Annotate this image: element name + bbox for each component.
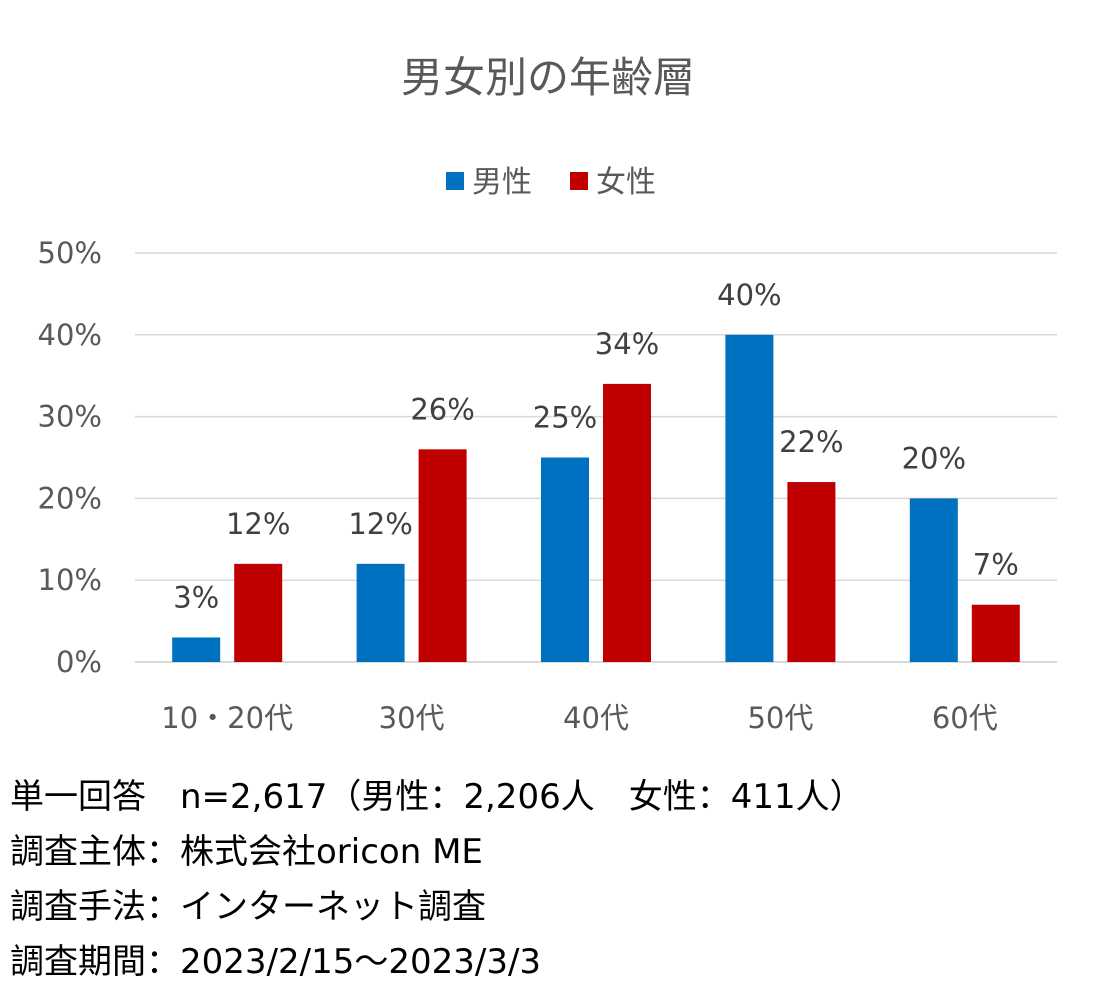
note-response-type: 単一回答 n=2,617（男性：2,206人 女性：411人） (10, 777, 864, 817)
data-label: 12% (348, 507, 412, 541)
data-label: 7% (973, 548, 1019, 582)
bar (603, 383, 651, 662)
data-label: 22% (779, 425, 843, 459)
y-tick-label: 40% (38, 318, 102, 352)
y-tick-label: 0% (56, 645, 102, 679)
bar (418, 449, 467, 662)
legend: 男性 女性 (446, 165, 656, 200)
note-organizer: 調査主体：株式会社oricon ME (10, 832, 483, 872)
x-category-label: 50代 (747, 701, 813, 735)
data-label: 3% (173, 580, 219, 614)
legend-swatch (446, 172, 464, 190)
legend-label: 男性 (472, 165, 532, 200)
bars (172, 334, 1020, 662)
gridlines (135, 252, 1057, 663)
x-category-label: 10・20代 (161, 701, 293, 735)
y-tick-label: 50% (38, 236, 102, 270)
y-tick-label: 30% (38, 400, 102, 434)
survey-notes: 単一回答 n=2,617（男性：2,206人 女性：411人） 調査主体：株式会… (10, 770, 864, 990)
y-tick-label: 20% (38, 481, 102, 515)
data-label: 34% (595, 327, 659, 361)
legend-label: 女性 (596, 165, 656, 200)
y-tick-label: 10% (38, 563, 102, 597)
x-category-label: 40代 (563, 701, 629, 735)
data-label: 40% (717, 278, 781, 312)
note-method: 調査手法：インターネット調査 (10, 887, 486, 927)
bar (356, 563, 405, 662)
data-label: 26% (410, 392, 474, 426)
legend-swatch (570, 172, 588, 190)
bar (541, 457, 589, 662)
bar (971, 604, 1020, 662)
bar (909, 498, 958, 662)
bar (172, 637, 221, 662)
chart-title: 男女別の年齢層 (401, 53, 695, 102)
bar (725, 334, 774, 662)
data-label: 25% (533, 401, 597, 435)
data-labels: 3% 12% 12% 26% 25% 34% 40% 22% 20% 7% (173, 278, 1019, 615)
data-label: 20% (902, 441, 966, 475)
note-period: 調査期間：2023/2/15〜2023/3/3 (10, 942, 542, 982)
bar (787, 482, 836, 662)
bar-chart: 男女別の年齢層 男性 女性 0% 10% 20% 30% 40% 50% 3% 12% 12% 2… (38, 53, 1057, 735)
x-axis-categories: 10・20代 30代 40代 50代 60代 (161, 701, 997, 735)
data-label: 12% (226, 507, 290, 541)
x-category-label: 60代 (932, 701, 998, 735)
y-axis-ticks: 0% 10% 20% 30% 40% 50% (38, 236, 102, 679)
x-category-label: 30代 (379, 701, 445, 735)
bar (234, 563, 283, 662)
